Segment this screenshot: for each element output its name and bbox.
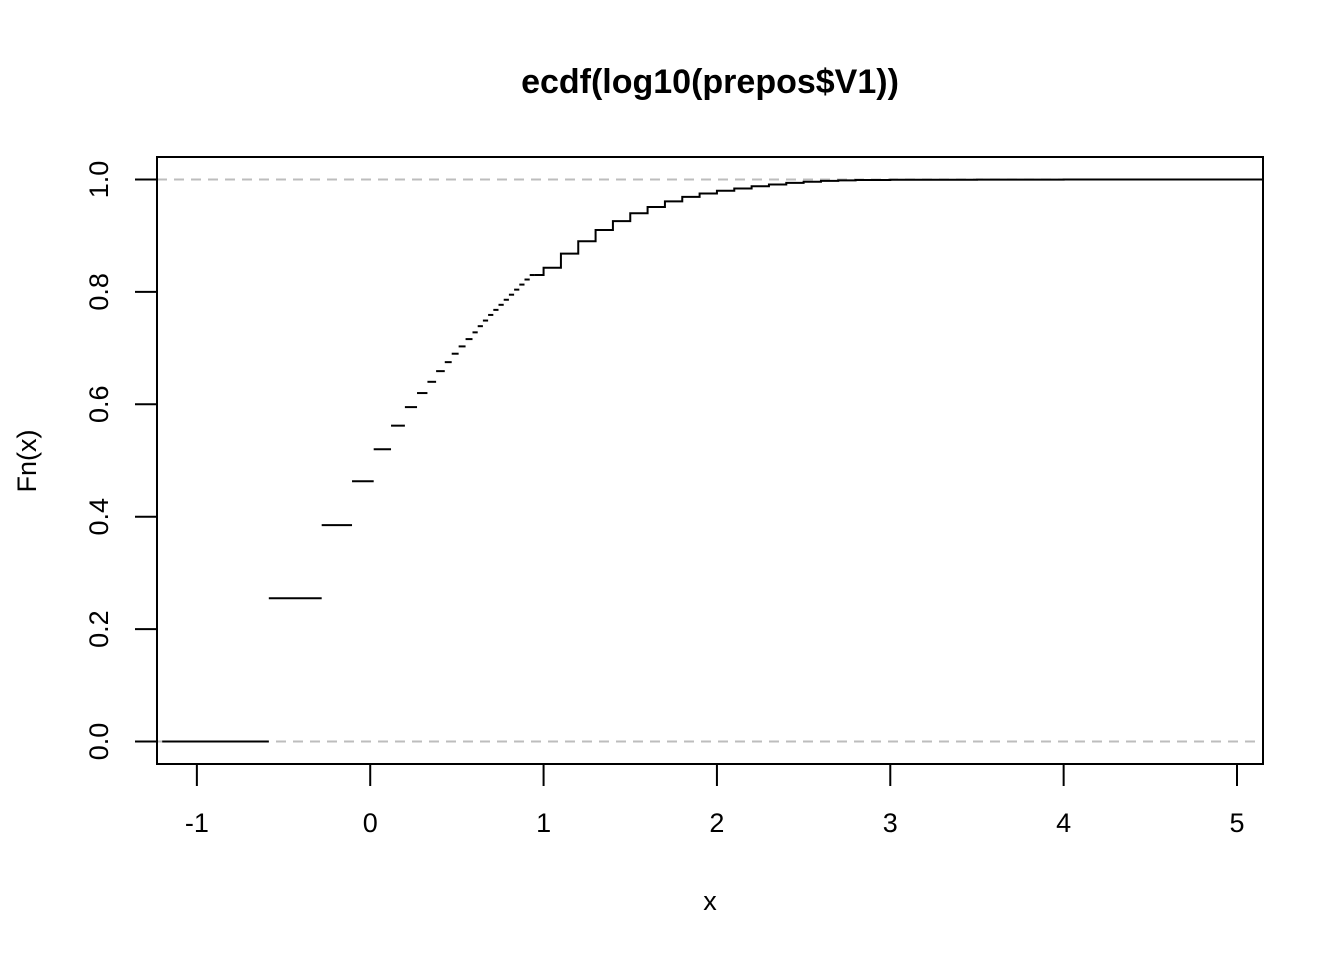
x-tick-label: 5 [1229,808,1244,838]
x-tick-label: 4 [1056,808,1071,838]
chart-title: ecdf(log10(prepos$V1)) [521,63,899,101]
x-tick-label: 0 [363,808,378,838]
x-tick-label: 2 [709,808,724,838]
y-axis-label: Fn(x) [12,430,42,493]
y-tick-label: 0.2 [84,610,114,648]
x-tick-label: 3 [883,808,898,838]
x-axis-label: x [703,886,717,916]
y-tick-label: 0.4 [84,498,114,536]
plot-frame [156,156,1264,765]
x-axis: -1 0 1 2 3 4 5 [185,763,1245,838]
ecdf-curve [534,178,1263,277]
x-tick-label: -1 [185,808,209,838]
ecdf-steps [162,178,1263,743]
y-tick-label: 1.0 [84,161,114,199]
x-tick-label: 1 [536,808,551,838]
y-tick-label: 0.8 [84,273,114,311]
reference-lines [157,178,1263,743]
y-axis: 0.0 0.2 0.4 0.6 0.8 1.0 [84,161,158,761]
y-tick-label: 0.0 [84,723,114,761]
y-tick-label: 0.6 [84,386,114,424]
